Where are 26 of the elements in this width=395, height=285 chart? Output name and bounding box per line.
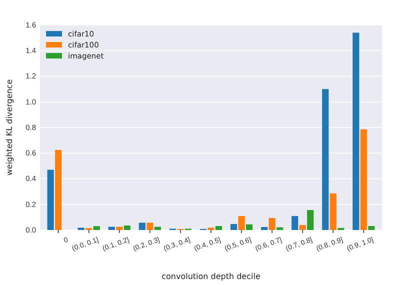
- bar: [368, 226, 375, 230]
- bar: [268, 218, 276, 230]
- bar: [246, 224, 253, 230]
- bar: [108, 226, 115, 230]
- bar: [124, 226, 130, 230]
- bar: [146, 222, 154, 230]
- bar: [360, 129, 367, 230]
- bar: [138, 222, 146, 230]
- bar: [330, 193, 336, 230]
- bar: [55, 150, 62, 230]
- bar: [276, 227, 284, 230]
- bar: [261, 227, 268, 230]
- x-axis-title: convolution depth decile: [162, 272, 260, 281]
- bar: [215, 226, 222, 230]
- bar: [238, 216, 245, 230]
- bar: [93, 226, 100, 230]
- bar: [292, 216, 298, 230]
- bar: [230, 224, 238, 230]
- bar: [307, 210, 314, 230]
- bar: [47, 170, 54, 230]
- y-axis-title: weighted KL divergence: [5, 79, 14, 176]
- bar: [352, 32, 360, 230]
- bar: [154, 226, 161, 230]
- bar: [322, 89, 329, 230]
- bar: [116, 226, 123, 230]
- bar: [299, 225, 306, 230]
